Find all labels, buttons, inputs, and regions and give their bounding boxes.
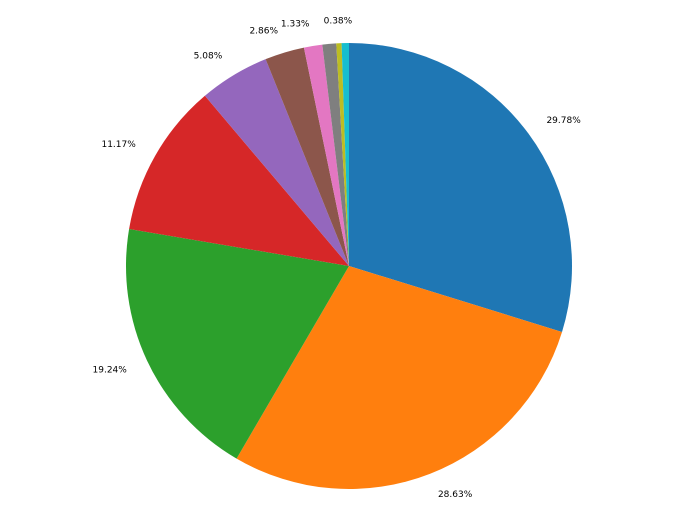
pie-slice [341,43,349,266]
pie-slice [322,43,349,267]
slice-label: 5.08% [194,51,223,61]
slice-label: 29.78% [546,116,581,126]
pie-slice [236,266,563,490]
slice-label: 0.38% [324,16,353,26]
pie-slice [336,43,349,266]
slice-label: 1.33% [281,19,310,29]
pie-slice [204,59,349,266]
pie-slice [129,95,349,266]
slice-label: 2.86% [249,27,278,37]
slice-label: 28.63% [438,490,473,500]
pie-slice [125,229,349,459]
slice-label: 19.24% [93,366,128,376]
slice-label: 11.17% [101,140,136,150]
pie-slice [265,47,349,266]
pie-slice [349,43,572,332]
pie-slice [303,44,349,266]
